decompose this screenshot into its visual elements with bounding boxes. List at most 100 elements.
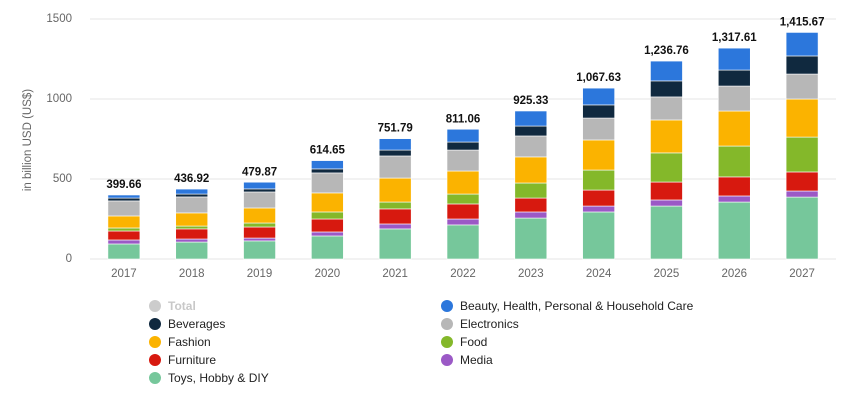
bar-segment	[107, 243, 141, 260]
total-label: 614.65	[310, 145, 346, 157]
bar-segment	[785, 136, 819, 173]
bar-segment	[311, 172, 344, 194]
bar-segment	[717, 110, 751, 147]
bar-segment	[582, 87, 615, 106]
bar-segment	[378, 223, 412, 230]
bar-segment	[650, 199, 683, 207]
bar-segment	[514, 182, 548, 199]
x-tick-label: 2026	[721, 268, 747, 280]
legend-marker	[441, 336, 453, 348]
legend-marker	[149, 354, 161, 366]
bar-segment	[446, 170, 480, 195]
x-tick-label: 2018	[179, 268, 205, 280]
bar-segment	[514, 217, 548, 260]
legend-marker	[149, 318, 161, 330]
x-tick-label: 2022	[450, 268, 476, 280]
bar-segment	[650, 119, 683, 154]
bar-segment	[785, 32, 819, 57]
total-label: 1,415.67	[780, 17, 825, 29]
bar-segment	[175, 225, 209, 230]
legend-marker	[149, 336, 161, 348]
bar-segment	[107, 215, 141, 229]
bar-segment	[514, 125, 548, 137]
bar-segment	[175, 212, 209, 227]
total-label: 751.79	[378, 123, 413, 135]
bar-segment	[582, 104, 615, 119]
bar-segment	[650, 80, 683, 98]
bar-segment	[650, 181, 683, 201]
bar-segment	[311, 160, 344, 170]
x-tick-label: 2025	[654, 268, 680, 280]
bar-segment	[785, 98, 819, 138]
bar-segment	[243, 188, 276, 193]
y-tick-label: 0	[66, 253, 72, 265]
bar-segment	[378, 228, 412, 260]
bar-segment	[378, 155, 412, 179]
bar-segment	[717, 69, 751, 87]
legend-label: Beauty, Health, Personal & Household Car…	[460, 299, 694, 313]
bar-segment	[650, 60, 683, 82]
bar-segment	[650, 96, 683, 121]
legend-marker	[441, 354, 453, 366]
total-label: 479.87	[242, 166, 277, 178]
bar-segment	[785, 190, 819, 198]
legend-marker	[441, 318, 453, 330]
bar-segment	[446, 224, 480, 260]
x-tick-label: 2019	[247, 268, 273, 280]
bar-segment	[311, 211, 344, 220]
bar-segment	[582, 117, 615, 141]
bar-segment	[378, 138, 412, 151]
bar-segment	[311, 235, 344, 260]
bar-segment	[175, 228, 209, 240]
bar-segment	[311, 218, 344, 233]
bar-segment	[446, 149, 480, 172]
bar-segment	[175, 238, 209, 243]
bar-segment	[785, 196, 819, 260]
x-tick-label: 2021	[382, 268, 408, 280]
y-tick-label: 1500	[46, 13, 72, 25]
bar-segment	[311, 168, 344, 174]
bar-segment	[446, 128, 480, 143]
bar-segment	[582, 139, 615, 171]
bar-segment	[717, 201, 751, 260]
bar-segment	[311, 192, 344, 213]
bar-segment	[243, 191, 276, 209]
y-tick-label: 1000	[46, 93, 72, 105]
legend-label: Beverages	[168, 317, 225, 331]
x-tick-label: 2024	[586, 268, 612, 280]
bar-segment	[378, 177, 412, 203]
bar-segment	[243, 222, 276, 228]
legend-marker	[441, 300, 453, 312]
total-label: 399.66	[106, 179, 141, 191]
bar-segment	[446, 203, 480, 220]
total-label: 925.33	[513, 95, 548, 107]
bar-segment	[717, 85, 751, 112]
bar-segment	[785, 55, 819, 75]
bar-segment	[582, 205, 615, 213]
bar-segment	[107, 197, 141, 202]
bar-segment	[582, 169, 615, 191]
bar-segment	[582, 189, 615, 207]
x-tick-label: 2027	[789, 268, 815, 280]
y-axis-label: in billion USD (US$)	[22, 89, 34, 191]
bar-segment	[785, 171, 819, 192]
bar-segment	[650, 152, 683, 183]
bar-segment	[175, 188, 209, 195]
bar-segment	[107, 194, 141, 199]
bar-segment	[107, 239, 141, 245]
legend-label: Electronics	[460, 317, 519, 331]
bar-segment	[514, 211, 548, 219]
bar-segment	[107, 230, 141, 241]
bar-segment	[175, 241, 209, 260]
x-tick-label: 2023	[518, 268, 544, 280]
bar-segment	[514, 156, 548, 184]
bar-segment	[243, 181, 276, 190]
bar-segment	[717, 176, 751, 197]
total-label: 436.92	[174, 173, 209, 185]
x-tick-label: 2017	[111, 268, 137, 280]
total-label: 811.06	[446, 113, 481, 125]
legend-label: Media	[460, 353, 493, 367]
bar-segment	[514, 110, 548, 127]
bar-segment	[514, 197, 548, 213]
